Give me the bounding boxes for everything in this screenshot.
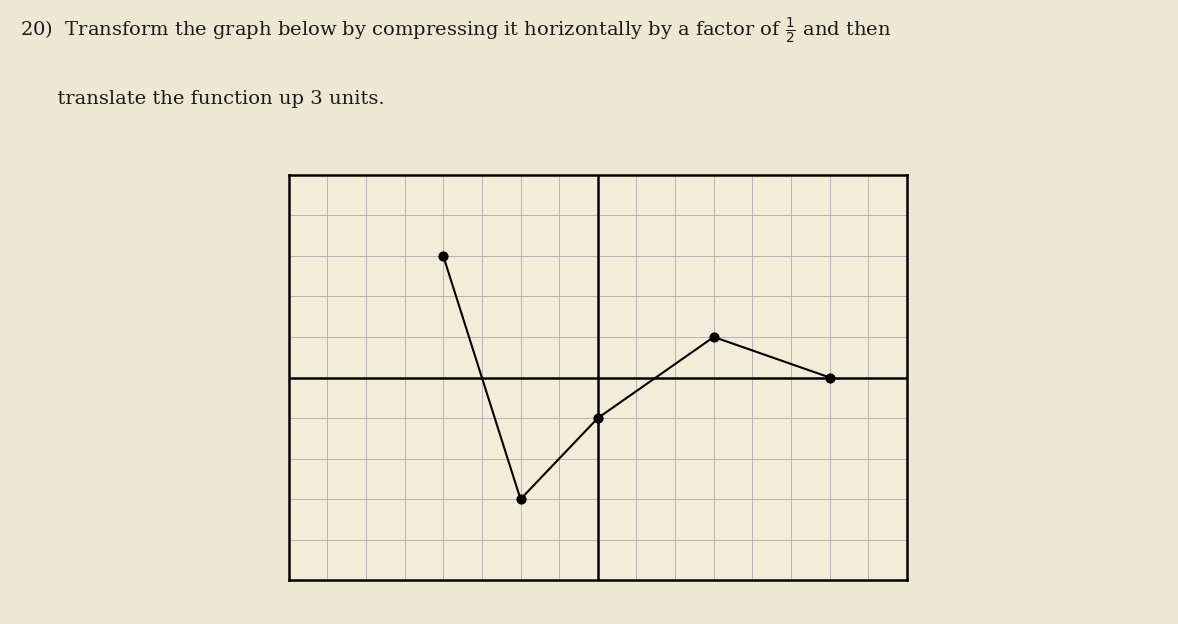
Text: 20)  Transform the graph below by compressing it horizontally by a factor of $\f: 20) Transform the graph below by compres… <box>20 16 892 46</box>
Point <box>434 251 452 261</box>
Point <box>589 413 608 423</box>
Point <box>704 332 723 342</box>
Text: translate the function up 3 units.: translate the function up 3 units. <box>20 90 385 109</box>
Point <box>820 373 839 383</box>
Point <box>511 494 530 504</box>
